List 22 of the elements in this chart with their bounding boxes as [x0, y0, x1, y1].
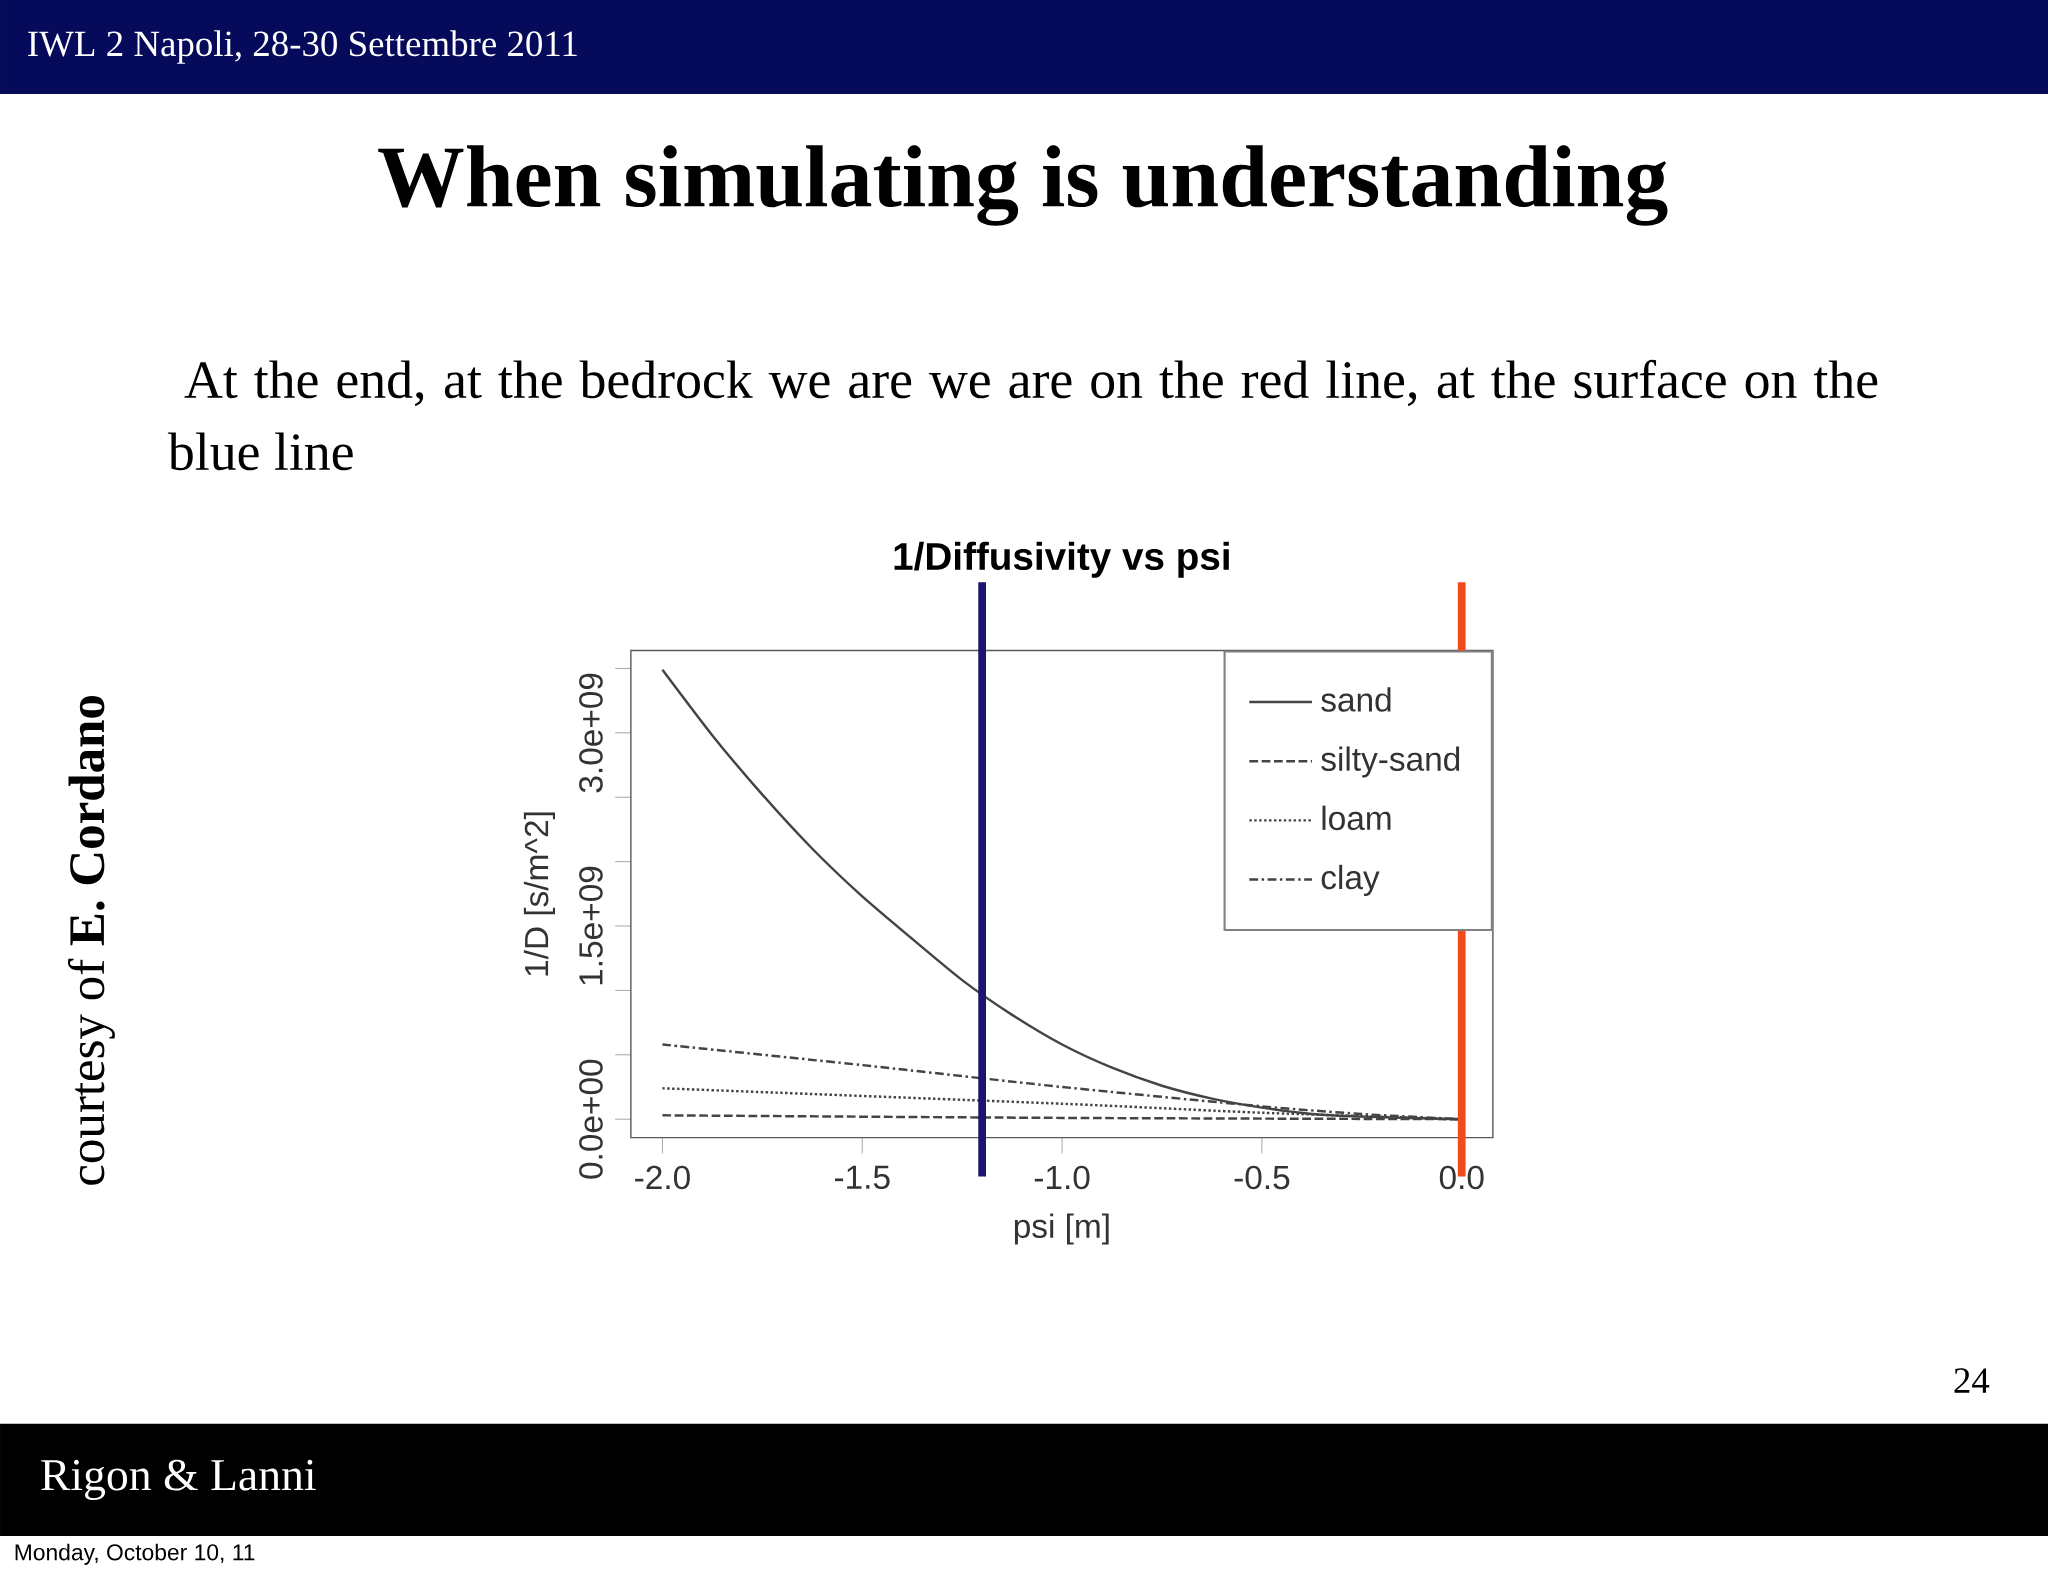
legend-label: sand	[1321, 687, 1391, 712]
text: At the end, at the bedrock we are we are on the red line, at the surface on the blue line	[167, 359, 1878, 471]
y-tick-label: 0.0e+00	[579, 1059, 603, 1179]
x-tick-label: -1.0	[1034, 1165, 1090, 1190]
legend-label: silty-sand	[1321, 746, 1460, 778]
text: Monday, October 10, 11	[15, 1543, 255, 1565]
y-tick-label: 1.5e+09	[579, 866, 603, 985]
text: When simulating is understanding	[378, 145, 1668, 226]
legend-label: clay	[1321, 864, 1380, 896]
legend-label: loam	[1322, 805, 1391, 830]
text: Rigon & Lanni	[41, 1459, 316, 1500]
x-tick-label: -0.5	[1234, 1165, 1290, 1190]
x-tick-label: -1.5	[834, 1165, 890, 1189]
text: 24	[1954, 1368, 1990, 1393]
x-tick-label: -2.0	[635, 1165, 690, 1190]
text: IWL 2 Napoli, 28-30 Settembre 2011	[28, 30, 577, 64]
y-axis-title: 1/D [s/m^2]	[523, 812, 556, 976]
x-axis-title: psi [m]	[1014, 1213, 1109, 1245]
chart-title: 1/Diffusivity vs psi	[894, 541, 1229, 578]
y-tick-label: 3.0e+09	[579, 673, 603, 793]
text: courtesy of E. Cordano	[68, 695, 115, 1185]
x-tick-label: 0.0	[1439, 1165, 1484, 1190]
